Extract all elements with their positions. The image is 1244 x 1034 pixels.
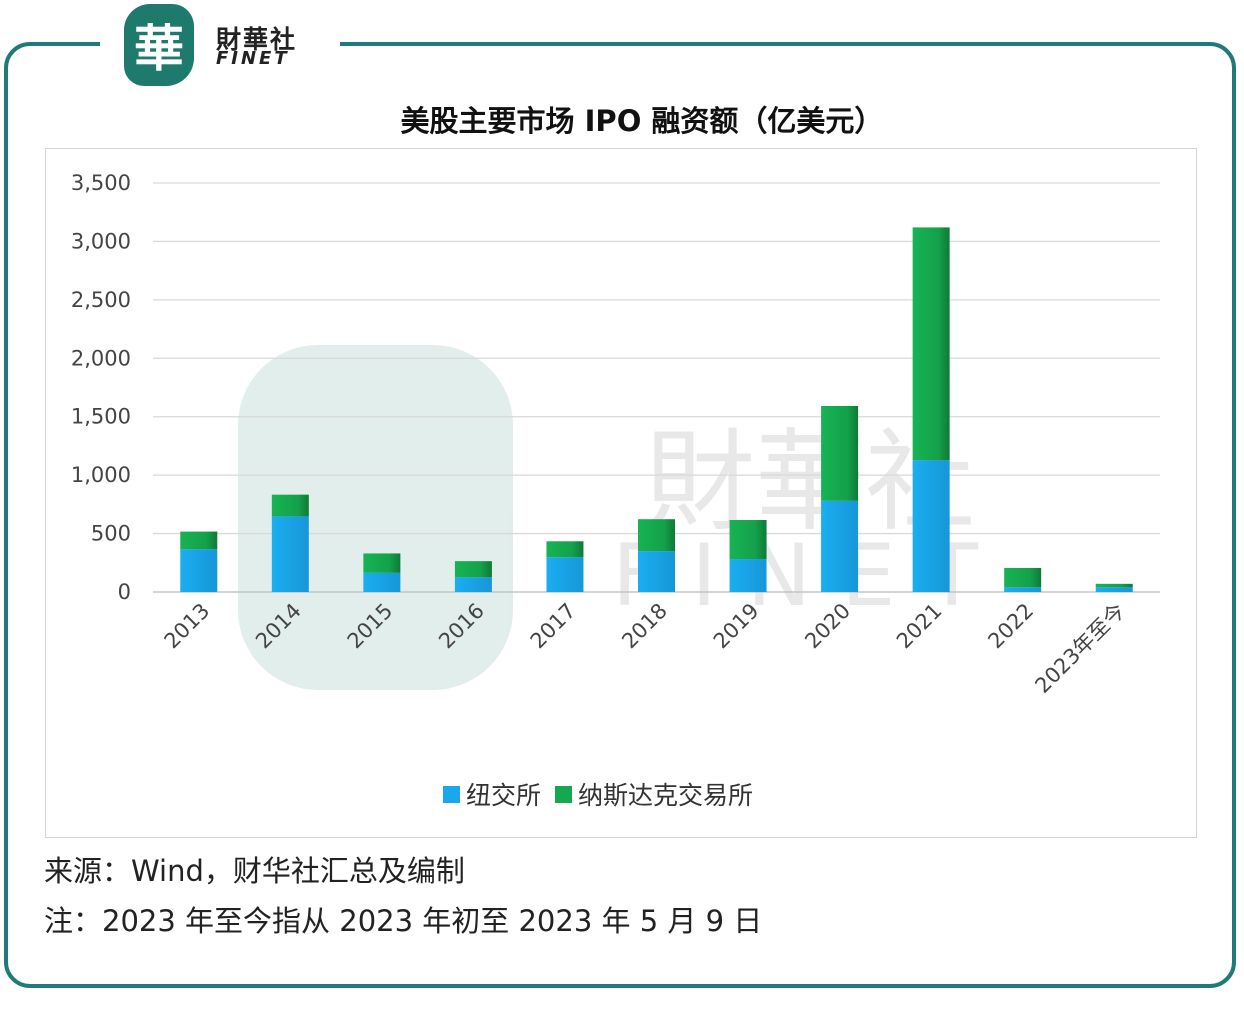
y-tick-label: 3,000 bbox=[71, 229, 131, 253]
y-tick-label: 1,000 bbox=[71, 463, 131, 487]
legend-swatch-nasdaq bbox=[555, 785, 573, 803]
bar-nasdaq-2019 bbox=[729, 520, 767, 560]
chart-title: 美股主要市场 IPO 融资额（亿美元） bbox=[400, 104, 884, 138]
y-tick-label: 3,500 bbox=[71, 171, 131, 195]
y-tick-label: 2,500 bbox=[71, 288, 131, 312]
bar-nasdaq-2016 bbox=[454, 561, 492, 578]
bar-nasdaq-2017 bbox=[546, 541, 584, 558]
x-tick-label: 2013 bbox=[160, 599, 215, 654]
logo-mark: 華 bbox=[124, 4, 194, 86]
logo-text-en: FINET bbox=[216, 48, 290, 69]
bar-nyse-2015 bbox=[363, 572, 401, 592]
y-tick-label: 0 bbox=[118, 580, 131, 604]
source-note: 来源：Wind，财华社汇总及编制 bbox=[44, 854, 465, 888]
bar-nyse-2023年至今 bbox=[1095, 587, 1133, 592]
bar-nasdaq-2018 bbox=[638, 519, 675, 552]
bar-nasdaq-2014 bbox=[271, 494, 309, 517]
legend-swatch-nyse bbox=[443, 785, 460, 803]
bar-nasdaq-2020 bbox=[821, 405, 859, 501]
y-tick-label: 1,500 bbox=[71, 405, 131, 429]
footnote: 注：2023 年至今指从 2023 年初至 2023 年 5 月 9 日 bbox=[44, 904, 763, 938]
bar-nyse-2013 bbox=[180, 549, 218, 592]
y-tick-label: 2,000 bbox=[71, 346, 131, 370]
legend-label-nyse: 纽交所 bbox=[466, 781, 542, 810]
card-frame bbox=[4, 42, 1236, 988]
logo-text-cn: 財華社 bbox=[216, 25, 298, 54]
bar-nyse-2014 bbox=[271, 516, 309, 592]
bar-nasdaq-2013 bbox=[180, 531, 218, 550]
x-tick-label: 2017 bbox=[526, 599, 581, 654]
bar-nyse-2020 bbox=[821, 500, 859, 592]
bar-nasdaq-2015 bbox=[363, 553, 401, 573]
y-tick-label: 500 bbox=[91, 522, 131, 546]
bar-nyse-2019 bbox=[729, 559, 767, 592]
bar-nyse-2018 bbox=[638, 551, 675, 592]
bar-nyse-2022 bbox=[1004, 587, 1042, 592]
bar-nasdaq-2021 bbox=[912, 227, 950, 461]
chart-area bbox=[45, 148, 1197, 838]
bar-nyse-2016 bbox=[454, 577, 492, 592]
x-tick-label: 2023年至今 bbox=[1030, 599, 1129, 698]
bar-nyse-2021 bbox=[912, 460, 950, 592]
legend: 纽交所 纳斯达克交易所 bbox=[443, 776, 753, 812]
watermark-mark bbox=[238, 345, 513, 690]
legend-label-nasdaq: 纳斯达克交易所 bbox=[578, 781, 754, 810]
bar-nasdaq-2022 bbox=[1004, 567, 1042, 588]
bar-nyse-2017 bbox=[546, 557, 584, 592]
bar-nasdaq-2023年至今 bbox=[1095, 583, 1133, 588]
